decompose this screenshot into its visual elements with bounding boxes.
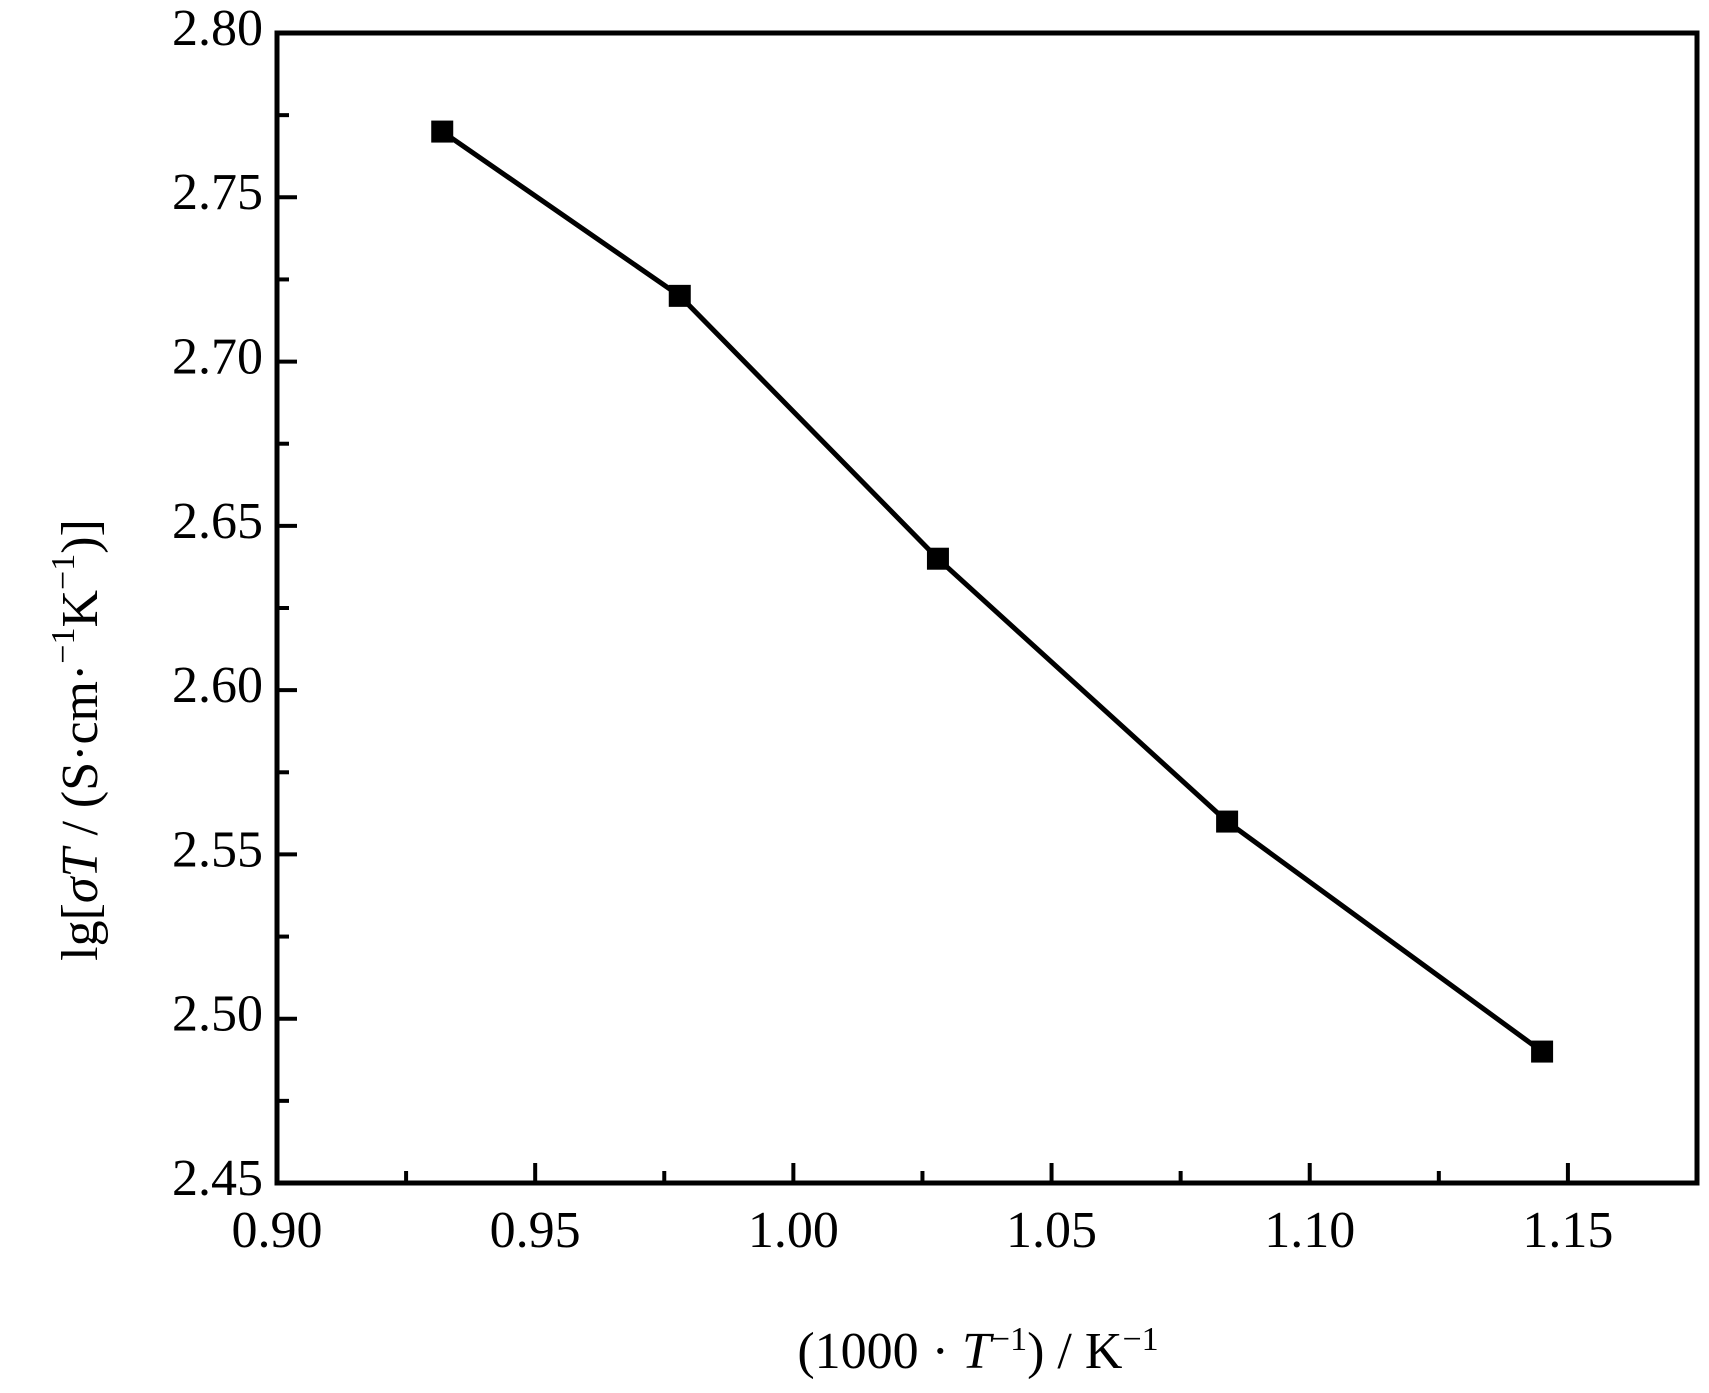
x-tick-label: 1.15 [1522, 1202, 1613, 1259]
x-tick-label: 0.90 [232, 1202, 323, 1259]
y-tick-label: 2.70 [172, 329, 263, 386]
data-point [1216, 810, 1239, 833]
y-tick-label: 2.80 [172, 0, 263, 57]
data-point [926, 547, 949, 570]
y-tick-label: 2.45 [172, 1150, 263, 1207]
x-axis-title: (1000 · T−1) / K−1 [797, 1321, 1158, 1381]
y-tick-label: 2.50 [172, 986, 263, 1043]
x-tick-label: 1.05 [1006, 1202, 1097, 1259]
y-tick-label: 2.55 [172, 821, 263, 878]
y-axis-title: lg[σT / (S·cm·−1K−1)] [45, 519, 109, 961]
y-tick-label: 2.60 [172, 657, 263, 714]
data-point [431, 120, 454, 143]
y-axis-title-group: lg[σT / (S·cm·−1K−1)] [45, 519, 109, 961]
x-tick-label: 1.00 [748, 1202, 839, 1259]
data-point [668, 284, 691, 307]
y-tick-label: 2.65 [172, 493, 263, 550]
x-tick-label: 1.10 [1264, 1202, 1355, 1259]
x-tick-label: 0.95 [490, 1202, 581, 1259]
series-line [440, 129, 1544, 1054]
y-tick-label: 2.75 [172, 164, 263, 221]
data-point [1531, 1040, 1554, 1063]
